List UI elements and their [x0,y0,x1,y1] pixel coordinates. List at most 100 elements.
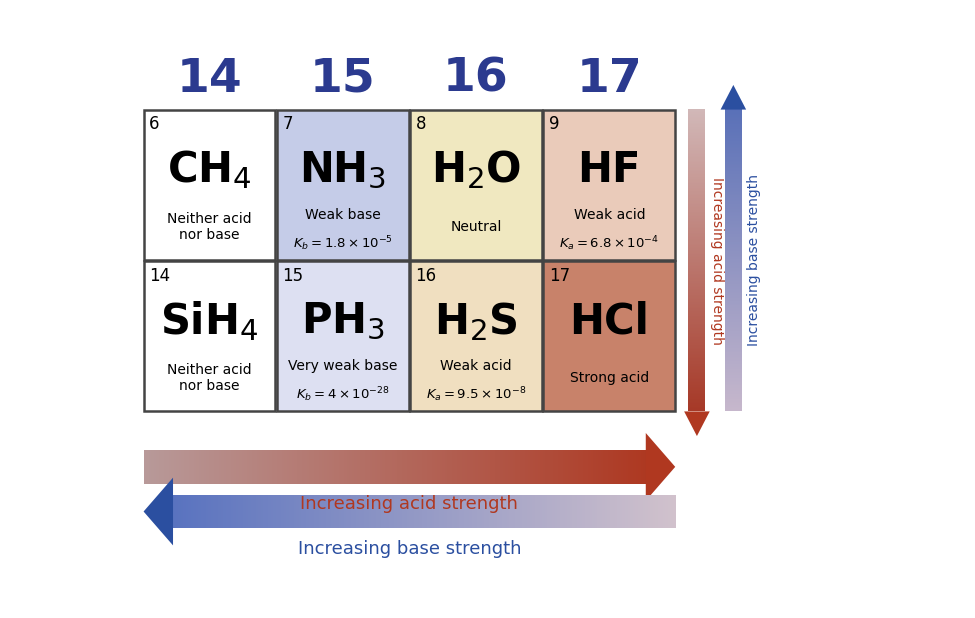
Bar [639,450,642,484]
Bar [384,450,387,484]
Bar [191,450,194,484]
Bar [424,494,427,528]
Bar [201,494,204,528]
Bar [309,450,312,484]
Bar [261,494,264,528]
Bar [314,450,317,484]
Bar [688,340,706,342]
Bar [724,353,742,355]
Bar [658,494,660,528]
Bar [587,494,590,528]
Bar [688,315,706,316]
Bar [688,141,706,143]
Text: Strong acid: Strong acid [569,371,649,386]
Bar [322,450,325,484]
Bar [290,450,292,484]
Bar [688,130,706,132]
Bar [688,358,706,360]
Bar [494,494,497,528]
Text: Neither acid
nor base: Neither acid nor base [167,363,252,394]
Bar [724,145,742,147]
Bar [668,494,671,528]
Bar [724,289,742,290]
Bar [543,450,546,484]
Bar [374,450,377,484]
Bar [688,156,706,158]
Bar [724,394,742,396]
Bar [392,450,395,484]
Bar [487,494,489,528]
Bar [488,450,490,484]
Bar [462,450,465,484]
Bar [688,266,706,268]
Bar [231,494,234,528]
Bar [724,408,742,410]
Bar [543,261,676,412]
Bar [688,247,706,248]
Bar [688,394,706,396]
Bar [407,494,410,528]
Bar [688,209,706,211]
Bar [298,494,301,528]
Bar [292,450,294,484]
Bar [311,494,314,528]
Bar [688,185,706,187]
Bar [688,301,706,303]
Bar [724,227,742,229]
Bar [724,172,742,174]
Bar [360,450,363,484]
Bar [724,370,742,372]
Bar [724,210,742,212]
Bar [724,137,742,138]
Bar [156,450,159,484]
Bar [688,171,706,173]
Bar [567,494,570,528]
Bar [724,340,742,342]
Bar [292,494,293,528]
Text: 6: 6 [149,115,160,133]
Bar [410,261,542,412]
Bar [724,239,742,241]
Bar [271,494,274,528]
Bar [630,494,633,528]
Bar [573,450,576,484]
Bar [543,109,676,260]
Bar [688,117,706,119]
Bar [647,494,650,528]
Bar [724,260,742,262]
Bar [400,450,403,484]
Bar [534,494,537,528]
Bar [593,494,596,528]
Bar [174,450,176,484]
Bar [475,494,477,528]
Bar [724,254,742,256]
Bar [277,450,280,484]
Bar [724,203,742,205]
Bar [553,450,556,484]
Bar [724,271,742,273]
Bar [224,450,227,484]
Bar [724,230,742,232]
Bar [161,450,164,484]
Bar [724,387,742,389]
Bar [229,450,232,484]
Bar [724,250,742,252]
Bar [615,494,618,528]
Bar [688,321,706,323]
Bar [617,494,620,528]
Bar [650,494,653,528]
Bar [261,450,264,484]
Bar [724,176,742,177]
Bar [520,494,523,528]
Polygon shape [143,478,173,546]
Bar [556,450,559,484]
Bar [455,450,458,484]
Bar [492,494,495,528]
Bar [688,378,706,379]
Bar [628,450,631,484]
Bar [724,237,742,239]
Bar [724,364,742,366]
Bar [545,494,548,528]
Bar [449,450,452,484]
Bar [688,216,706,218]
